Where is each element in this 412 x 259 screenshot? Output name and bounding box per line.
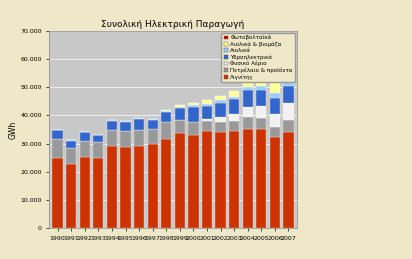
Bar <box>107 121 117 130</box>
Bar <box>80 141 90 157</box>
Bar <box>52 158 63 228</box>
Bar <box>52 130 63 139</box>
Bar <box>147 120 158 129</box>
Bar <box>243 117 253 129</box>
Bar <box>188 103 199 105</box>
Bar <box>270 127 280 137</box>
Bar <box>202 100 212 104</box>
Title: Συνολική Ηλεκτρική Παραγωγή: Συνολική Ηλεκτρική Παραγωγή <box>101 20 245 29</box>
Bar <box>161 122 171 139</box>
Bar <box>243 80 253 87</box>
Bar <box>256 118 267 129</box>
Bar <box>215 100 226 103</box>
Bar <box>147 145 158 228</box>
Bar <box>215 122 226 132</box>
Bar <box>270 137 280 228</box>
Bar <box>161 139 171 228</box>
Bar <box>161 111 171 112</box>
Bar <box>243 107 253 117</box>
Bar <box>188 107 199 122</box>
Bar <box>175 120 185 133</box>
Bar <box>243 90 253 107</box>
Bar <box>80 157 90 228</box>
Bar <box>202 104 212 106</box>
Y-axis label: GWh: GWh <box>9 120 18 139</box>
Bar <box>120 147 131 228</box>
Bar <box>107 130 117 146</box>
Bar <box>256 106 267 118</box>
Bar <box>229 121 239 131</box>
Bar <box>243 87 253 90</box>
Bar <box>202 131 212 228</box>
Bar <box>134 146 144 228</box>
Bar <box>188 122 199 135</box>
Bar <box>202 119 212 120</box>
Bar <box>256 87 267 90</box>
Bar <box>120 132 131 147</box>
Bar <box>134 119 144 130</box>
Bar <box>188 105 199 107</box>
Bar <box>161 110 171 111</box>
Bar <box>270 93 280 98</box>
Bar <box>66 140 76 141</box>
Bar <box>243 129 253 228</box>
Bar <box>175 133 185 228</box>
Bar <box>229 114 239 121</box>
Bar <box>283 65 294 80</box>
Bar <box>229 99 239 114</box>
Bar <box>270 81 280 93</box>
Bar <box>215 132 226 228</box>
Legend: Φωτοβολταϊκά, Αιολικά & βιομάζα, Αιολικά, Υδροηλεκτρικά, Φυσικό Αέριο, Πετρέλαιο: Φωτοβολταϊκά, Αιολικά & βιομάζα, Αιολικά… <box>222 33 295 82</box>
Bar <box>52 139 63 158</box>
Bar <box>229 131 239 228</box>
Bar <box>80 132 90 141</box>
Bar <box>66 148 76 164</box>
Bar <box>188 135 199 228</box>
Bar <box>107 146 117 228</box>
Bar <box>120 122 131 132</box>
Bar <box>93 142 103 159</box>
Bar <box>161 112 171 122</box>
Bar <box>120 121 131 122</box>
Bar <box>270 114 280 127</box>
Bar <box>215 103 226 117</box>
Bar <box>256 90 267 106</box>
Bar <box>66 141 76 148</box>
Bar <box>270 98 280 114</box>
Bar <box>202 120 212 131</box>
Bar <box>175 105 185 107</box>
Bar <box>175 109 185 120</box>
Bar <box>229 91 239 97</box>
Bar <box>283 132 294 228</box>
Bar <box>256 129 267 228</box>
Bar <box>283 86 294 103</box>
Bar <box>215 117 226 122</box>
Bar <box>283 103 294 120</box>
Bar <box>134 130 144 146</box>
Bar <box>175 107 185 109</box>
Bar <box>66 164 76 228</box>
Bar <box>147 129 158 145</box>
Bar <box>229 97 239 99</box>
Bar <box>93 159 103 228</box>
Bar <box>93 135 103 142</box>
Bar <box>202 106 212 119</box>
Bar <box>256 77 267 87</box>
Bar <box>107 120 117 121</box>
Bar <box>215 96 226 100</box>
Bar <box>283 120 294 132</box>
Bar <box>134 118 144 119</box>
Bar <box>147 119 158 120</box>
Bar <box>283 80 294 86</box>
